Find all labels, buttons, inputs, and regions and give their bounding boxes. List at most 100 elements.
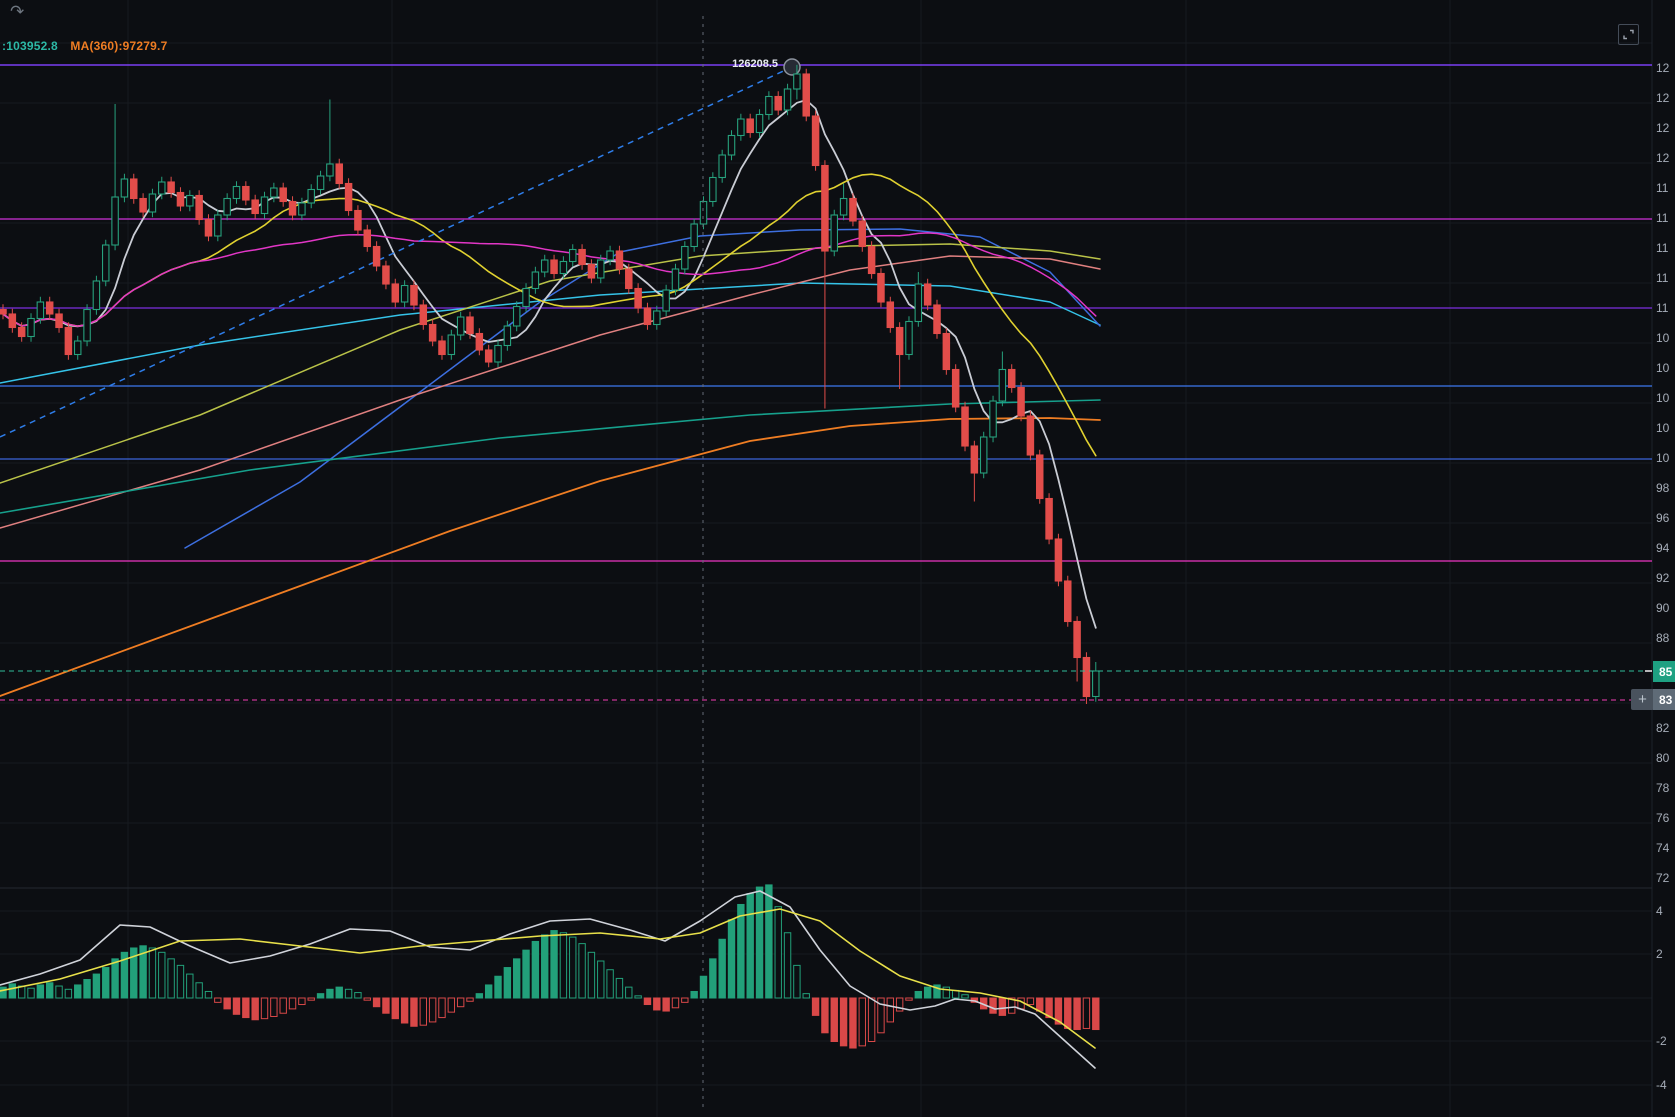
axis-tick-label: 72 xyxy=(1656,871,1670,885)
macd-histogram-bar xyxy=(690,990,698,999)
axis-tick-label: 10 xyxy=(1656,331,1670,345)
ma-fast-legend-value: :103952.8 xyxy=(2,39,58,53)
candle-body xyxy=(326,163,334,177)
macd-histogram-bar xyxy=(8,983,17,999)
macd-histogram-bar xyxy=(783,932,792,999)
candle-body xyxy=(484,349,493,363)
macd-histogram-bar xyxy=(0,986,7,999)
axis-tick-label: 98 xyxy=(1656,481,1670,495)
undo-arrow-icon[interactable]: ↷ xyxy=(10,2,25,21)
axis-tick-label: 96 xyxy=(1656,511,1670,525)
axis-tick-label: 94 xyxy=(1656,541,1670,555)
macd-histogram-bar xyxy=(587,951,596,999)
add-alert-button[interactable]: + xyxy=(1631,689,1654,710)
macd-histogram-bar xyxy=(83,979,91,999)
macd-histogram-bar xyxy=(242,997,250,1019)
macd-histogram-bar xyxy=(428,997,437,1023)
candle-body xyxy=(568,248,577,263)
macd-histogram-bar xyxy=(354,992,362,999)
macd-histogram-bar xyxy=(989,997,997,1014)
candle-body xyxy=(550,259,558,275)
trendline xyxy=(0,66,793,438)
macd-histogram-bar xyxy=(718,938,726,999)
candle-body xyxy=(951,368,960,408)
ma-legend: :103952.8 MA(360):97279.7 xyxy=(2,39,167,53)
macd-histogram-bar xyxy=(382,997,390,1014)
macd-histogram-bar xyxy=(802,993,810,999)
candle-body xyxy=(438,340,446,356)
macd-histogram-bar xyxy=(774,906,782,999)
candle-body xyxy=(718,154,726,179)
macd-histogram-bar xyxy=(46,982,54,999)
candle-body xyxy=(1017,386,1025,417)
candle-body xyxy=(92,280,101,311)
candle-body xyxy=(625,268,633,290)
macd-histogram-bar xyxy=(335,986,343,999)
maximize-pane-icon[interactable] xyxy=(1618,24,1639,45)
macd-indicator-pane xyxy=(0,884,1100,1069)
candle-body xyxy=(288,200,297,216)
macd-histogram-bar xyxy=(316,993,325,999)
candle-body xyxy=(400,284,409,303)
candle-body xyxy=(942,332,951,371)
price-marker-lines xyxy=(0,670,1652,701)
peak-price-label: 126208.5 xyxy=(732,58,778,70)
macd-histogram-bar xyxy=(765,884,773,999)
macd-histogram-bar xyxy=(755,886,764,999)
price-axis[interactable]: 12 12 12 12 11 11 11 11 11 10 10 10 10 10 98 96 94 92 90 88… xyxy=(1653,0,1675,1117)
macd-histogram-bar xyxy=(130,947,138,999)
macd-histogram-bar xyxy=(1045,997,1053,1019)
candle-body xyxy=(1064,580,1072,623)
candle-body xyxy=(17,326,26,338)
macd-histogram-bar xyxy=(923,986,932,999)
candle-body xyxy=(242,185,250,201)
macd-histogram-bar xyxy=(681,997,689,1003)
candle-body xyxy=(989,400,997,438)
macd-histogram-bar xyxy=(176,964,185,999)
candle-body xyxy=(1082,656,1091,698)
macd-histogram-bar xyxy=(391,997,399,1020)
trendline-drawing[interactable] xyxy=(0,58,801,438)
candle-body xyxy=(793,73,801,90)
macd-histogram-bar xyxy=(905,997,913,1001)
axis-tick-label: 11 xyxy=(1656,241,1669,255)
macd-histogram-bar xyxy=(503,967,512,999)
candle-body xyxy=(923,283,932,306)
macd-dea-line xyxy=(0,908,1096,1049)
candle-body xyxy=(214,214,222,237)
ma-blue xyxy=(184,228,1101,549)
axis-tick-label: 74 xyxy=(1656,841,1670,855)
macd-histogram-bar xyxy=(74,984,82,999)
candle-body xyxy=(139,197,147,213)
macd-histogram-bar xyxy=(615,977,624,999)
axis-tick-label: -4 xyxy=(1656,1078,1667,1092)
macd-histogram-bar xyxy=(625,986,633,999)
candle-body xyxy=(905,320,913,356)
ma-cyan xyxy=(0,282,1101,384)
macd-histogram-bar xyxy=(569,936,577,999)
candle-body xyxy=(709,176,717,203)
macd-histogram-bar xyxy=(830,997,838,1042)
macd-histogram-bar xyxy=(186,973,194,999)
axis-tick-label: 2 xyxy=(1656,947,1663,961)
candle-body xyxy=(410,284,418,306)
macd-histogram-bar xyxy=(372,997,381,1008)
candle-body xyxy=(456,316,465,336)
candle-body xyxy=(1035,454,1044,500)
candle-body xyxy=(176,191,185,207)
macd-histogram-bar xyxy=(298,997,306,1006)
candle-body xyxy=(279,187,287,203)
candle-body xyxy=(307,188,315,204)
candle-body xyxy=(232,185,241,200)
candle-body xyxy=(298,202,306,216)
candle-body xyxy=(428,323,437,342)
candle-body xyxy=(55,313,63,329)
macd-histogram-bar xyxy=(1073,997,1081,1031)
macd-histogram-bar xyxy=(550,930,558,999)
macd-histogram-bar xyxy=(1008,997,1016,1014)
macd-histogram-bar xyxy=(270,997,278,1017)
candle-body xyxy=(961,406,969,447)
macd-histogram-bar xyxy=(671,997,680,1009)
